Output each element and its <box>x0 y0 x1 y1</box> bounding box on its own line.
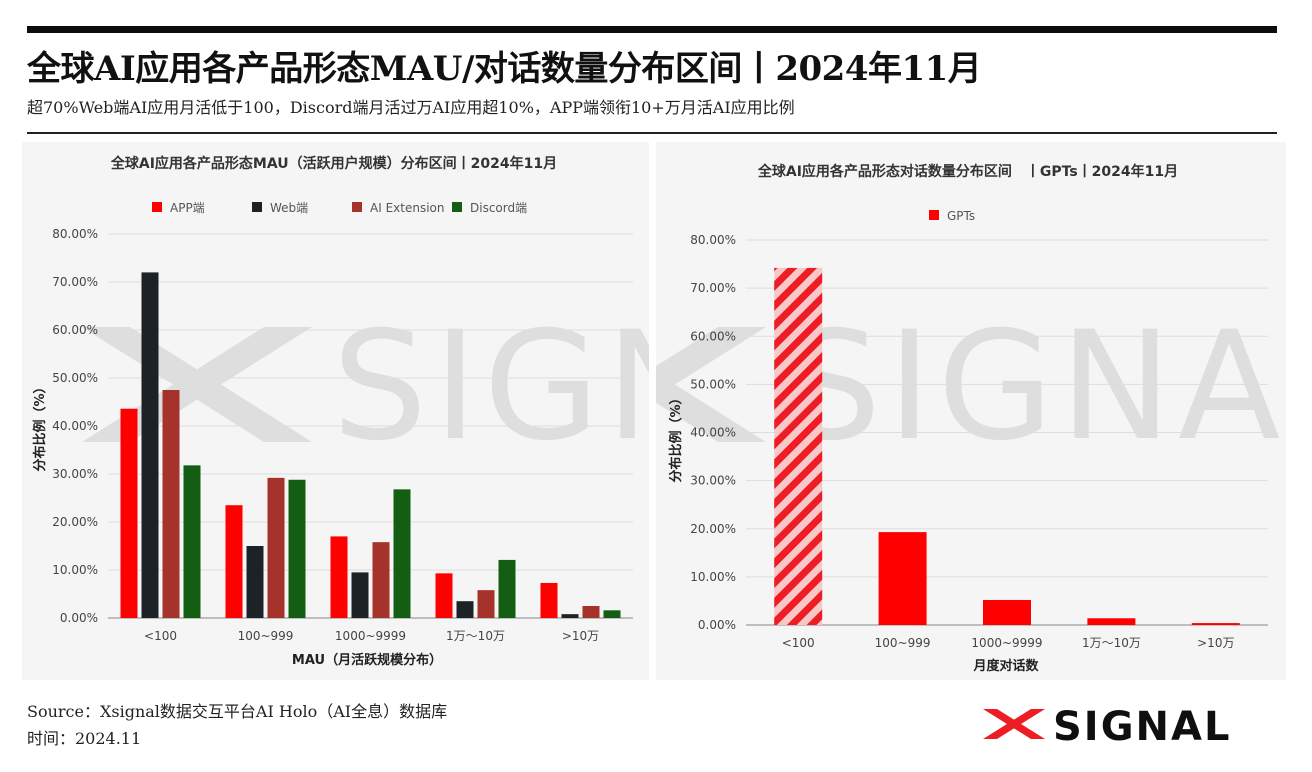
bar <box>246 546 264 618</box>
source-note: Source：Xsignal数据交互平台AI Holo（AI全息）数据库 <box>27 702 448 721</box>
legend-swatch <box>929 210 939 220</box>
watermark-x-stroke <box>82 327 312 442</box>
watermark-x-stroke <box>656 372 766 442</box>
bar <box>1087 618 1136 625</box>
y-tick-label: 10.00% <box>690 570 736 584</box>
legend-label: Discord端 <box>470 201 527 215</box>
bar <box>582 606 600 618</box>
legend-swatch <box>252 202 262 212</box>
y-tick-label: 30.00% <box>52 467 98 481</box>
chart-title: 全球AI应用各产品形态MAU（活跃用户规模）分布区间丨2024年11月 <box>110 155 557 172</box>
header-divider <box>27 132 1277 134</box>
y-tick-label: 70.00% <box>690 281 736 295</box>
legend-label: GPTs <box>947 209 975 223</box>
bar <box>983 599 1031 625</box>
bar <box>540 582 558 618</box>
legend-swatch <box>352 202 362 212</box>
bar <box>498 559 516 618</box>
y-tick-label: 0.00% <box>60 611 98 625</box>
bar <box>183 465 201 618</box>
bar <box>351 572 369 618</box>
y-tick-label: 40.00% <box>52 419 98 433</box>
bar <box>774 267 823 625</box>
y-axis-label: 分布比例（%） <box>668 391 684 482</box>
mau-chart-panel: SIGNAL 全球AI应用各产品形态MAU（活跃用户规模）分布区间丨2024年11… <box>22 142 649 680</box>
x-tick-label: <100 <box>144 629 177 643</box>
y-tick-label: 0.00% <box>698 618 736 632</box>
bar <box>435 573 453 618</box>
x-tick-label: <100 <box>782 636 815 650</box>
y-tick-label: 80.00% <box>52 227 98 241</box>
y-tick-label: 60.00% <box>52 323 98 337</box>
page-title: 全球AI应用各产品形态MAU/对话数量分布区间丨2024年11月 <box>27 49 982 89</box>
bar <box>267 477 285 618</box>
bar <box>141 272 159 618</box>
bar <box>456 601 474 618</box>
x-tick-label: 1万～10万 <box>1082 636 1141 650</box>
y-tick-label: 10.00% <box>52 563 98 577</box>
chart-title: 全球AI应用各产品形态对话数量分布区间 丨GPTs丨2024年11月 <box>757 163 1178 180</box>
x-axis-label: 月度对话数 <box>972 658 1039 674</box>
header-top-rule <box>27 26 1277 33</box>
bar <box>330 536 348 618</box>
x-signal-logo-icon: SIGNAL <box>983 704 1231 747</box>
y-tick-label: 50.00% <box>52 371 98 385</box>
y-tick-label: 30.00% <box>690 474 736 488</box>
time-note: 时间：2024.11 <box>27 729 142 748</box>
legend-swatch <box>152 202 162 212</box>
dialogue-distribution-chart: SIGNAL 全球AI应用各产品形态对话数量分布区间 丨GPTs丨2024年11月… <box>656 163 1286 674</box>
x-tick-label: 100~999 <box>238 629 294 643</box>
y-tick-label: 20.00% <box>52 515 98 529</box>
y-tick-label: 20.00% <box>690 522 736 536</box>
bar <box>288 479 306 618</box>
watermark-x-stroke <box>82 327 312 442</box>
watermark-text: SIGNAL <box>786 300 1286 474</box>
y-axis-label: 分布比例（%） <box>32 380 48 471</box>
legend-label: AI Extension <box>370 201 444 215</box>
watermark-text: SIGNAL <box>332 300 649 474</box>
legend-label: APP端 <box>170 201 205 215</box>
y-tick-label: 60.00% <box>690 329 736 343</box>
x-tick-label: 1000~9999 <box>971 636 1042 650</box>
y-tick-label: 40.00% <box>690 426 736 440</box>
legend-label: Web端 <box>270 201 308 215</box>
bar <box>393 489 411 618</box>
x-tick-label: 1000~9999 <box>335 629 406 643</box>
bar <box>603 610 621 618</box>
dialogue-chart-panel: SIGNAL 全球AI应用各产品形态对话数量分布区间 丨GPTs丨2024年11月… <box>656 142 1286 680</box>
bar <box>477 590 495 618</box>
x-axis-label: MAU（月活跃规模分布） <box>292 652 442 668</box>
y-tick-label: 70.00% <box>52 275 98 289</box>
x-tick-label: 100~999 <box>875 636 931 650</box>
bar <box>372 542 390 618</box>
mau-distribution-chart: SIGNAL 全球AI应用各产品形态MAU（活跃用户规模）分布区间丨2024年11… <box>32 155 649 668</box>
watermark: SIGNAL <box>656 300 1286 474</box>
watermark-x-stroke <box>656 327 766 397</box>
bar <box>225 505 243 618</box>
x-tick-label: >10万 <box>1197 636 1234 650</box>
x-tick-label: 1万～10万 <box>446 629 505 643</box>
page-subtitle: 超70%Web端AI应用月活低于100，Discord端月活过万AI应用超10%… <box>27 98 795 117</box>
bar <box>561 614 579 618</box>
bar <box>878 532 927 625</box>
watermark: SIGNAL <box>82 300 649 474</box>
legend-swatch <box>452 202 462 212</box>
logo-x-mark <box>983 709 1045 739</box>
bar <box>1191 623 1240 625</box>
y-tick-label: 50.00% <box>690 377 736 391</box>
bar <box>162 390 180 618</box>
bar <box>120 408 138 618</box>
y-tick-label: 80.00% <box>690 233 736 247</box>
x-tick-label: >10万 <box>562 629 599 643</box>
logo-wordmark: SIGNAL <box>1053 704 1231 747</box>
